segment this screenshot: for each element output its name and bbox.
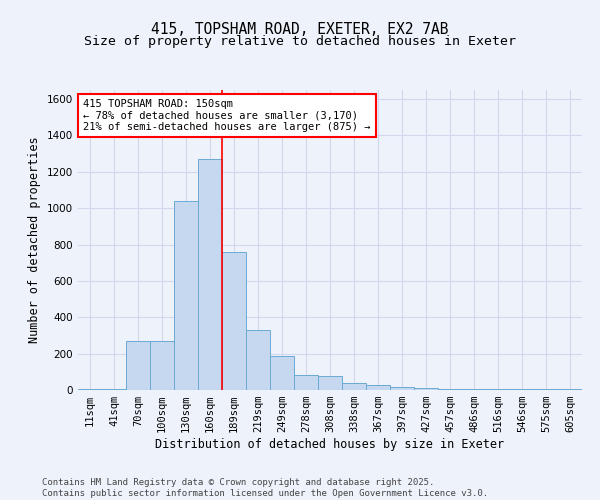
Text: 415, TOPSHAM ROAD, EXETER, EX2 7AB: 415, TOPSHAM ROAD, EXETER, EX2 7AB: [151, 22, 449, 38]
Text: Contains HM Land Registry data © Crown copyright and database right 2025.
Contai: Contains HM Land Registry data © Crown c…: [42, 478, 488, 498]
Bar: [222, 252, 246, 390]
Bar: [414, 388, 438, 390]
X-axis label: Distribution of detached houses by size in Exeter: Distribution of detached houses by size …: [155, 438, 505, 451]
Bar: [126, 341, 150, 390]
Text: Size of property relative to detached houses in Exeter: Size of property relative to detached ho…: [84, 35, 516, 48]
Bar: [294, 374, 318, 390]
Bar: [366, 384, 390, 390]
Bar: [246, 330, 270, 390]
Bar: [174, 201, 198, 390]
Bar: [198, 159, 222, 390]
Bar: [390, 388, 414, 390]
Y-axis label: Number of detached properties: Number of detached properties: [28, 136, 41, 344]
Bar: [318, 376, 342, 390]
Text: 415 TOPSHAM ROAD: 150sqm
← 78% of detached houses are smaller (3,170)
21% of sem: 415 TOPSHAM ROAD: 150sqm ← 78% of detach…: [83, 99, 371, 132]
Bar: [150, 341, 174, 390]
Bar: [342, 382, 366, 390]
Bar: [270, 356, 294, 390]
Bar: [438, 389, 462, 390]
